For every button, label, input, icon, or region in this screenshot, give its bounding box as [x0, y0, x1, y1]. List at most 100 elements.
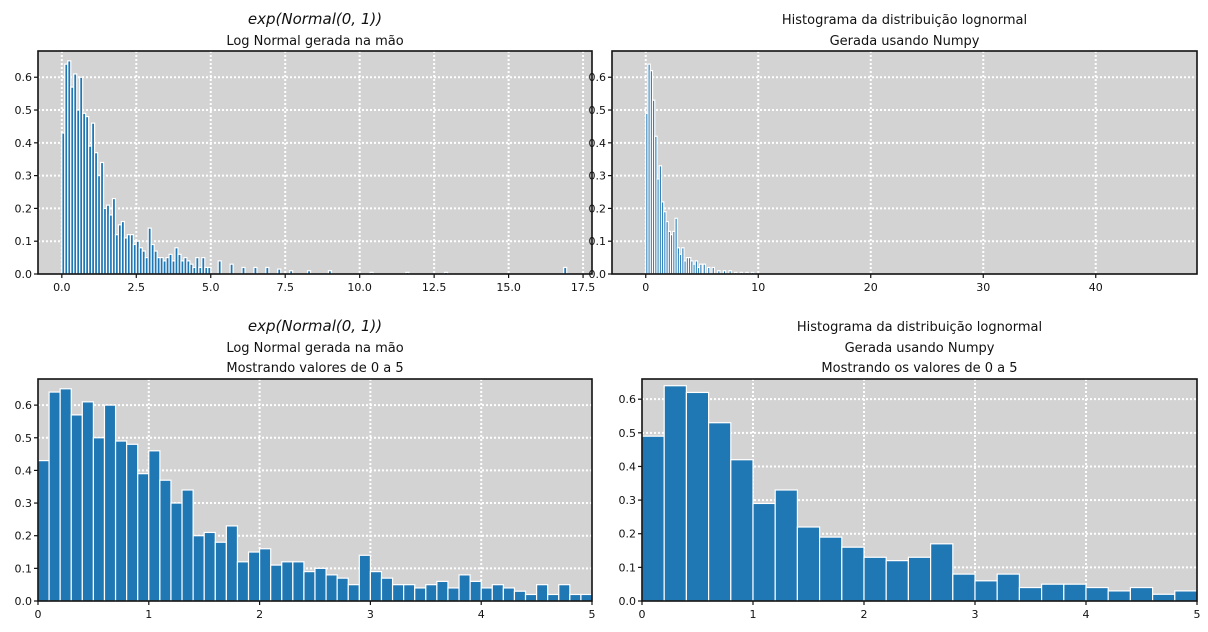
plot-area	[612, 51, 1197, 274]
bar-series	[61, 60, 568, 274]
x-tick-label: 0.0	[53, 281, 71, 294]
bar	[192, 535, 205, 601]
bar	[447, 587, 460, 601]
bar-series	[38, 388, 592, 601]
y-tick-label: 0.4	[589, 137, 607, 150]
bar	[1129, 586, 1154, 601]
x-tick-label: 12.5	[422, 281, 447, 294]
x-tick-label: 10.0	[347, 281, 372, 294]
x-tick-label: 20	[864, 281, 878, 294]
x-tick-label: 2	[256, 608, 263, 621]
y-tick-label: 0.3	[619, 494, 637, 507]
bar	[170, 502, 183, 601]
y-tick-label: 0.0	[589, 268, 607, 281]
chart-subtitle: Log Normal gerada na mão	[226, 34, 403, 49]
bar	[885, 560, 910, 601]
x-tick-label: 0	[35, 608, 42, 621]
y-tick-label: 0.1	[589, 235, 607, 248]
y-tick-label: 0.4	[619, 460, 637, 473]
y-tick-label: 0.5	[589, 104, 607, 117]
bar	[996, 573, 1021, 601]
bar	[70, 414, 83, 601]
bar	[358, 554, 372, 601]
chart-subtitle: Mostrando valores de 0 a 5	[226, 361, 403, 376]
bar	[707, 422, 732, 601]
bar	[403, 584, 416, 601]
bar	[469, 580, 482, 601]
y-tick-label: 0.2	[15, 202, 33, 215]
x-tick-label: 0	[642, 281, 649, 294]
chart-subtitle: Gerada usando Numpy	[845, 341, 995, 356]
bar	[347, 584, 360, 601]
bar	[425, 584, 438, 601]
bar	[148, 450, 161, 601]
y-tick-label: 0.6	[619, 393, 637, 406]
chart-title: exp(Normal(0, 1))	[248, 10, 382, 28]
bar	[558, 584, 571, 601]
y-tick-label: 0.1	[15, 562, 33, 575]
bar	[569, 593, 582, 601]
bar	[137, 473, 150, 601]
y-tick-label: 0.3	[589, 170, 607, 183]
bar	[752, 502, 776, 601]
bar	[253, 266, 258, 274]
axes-frame	[641, 378, 1198, 602]
x-tick-label: 2	[861, 608, 868, 621]
y-tick-label: 0.1	[15, 235, 33, 248]
bar	[391, 584, 405, 601]
bar	[159, 479, 172, 601]
y-tick-label: 0.0	[15, 268, 33, 281]
bar	[59, 388, 72, 601]
y-tick-label: 0.6	[589, 71, 607, 84]
x-tick-label: 15.0	[496, 281, 521, 294]
bar	[1063, 583, 1087, 601]
bar	[699, 263, 703, 274]
bar	[103, 404, 117, 601]
bar	[774, 489, 799, 601]
bar	[92, 437, 106, 601]
x-tick-label: 7.5	[276, 281, 294, 294]
bar	[314, 567, 327, 601]
y-tick-label: 0.6	[15, 71, 33, 84]
y-tick-label: 0.6	[15, 399, 33, 412]
chart-title: exp(Normal(0, 1))	[248, 317, 382, 335]
chart-subtitle: Mostrando os valores de 0 a 5	[821, 361, 1017, 376]
bar	[491, 584, 504, 601]
bar	[181, 489, 194, 601]
bar	[325, 574, 338, 601]
y-tick-label: 0.2	[589, 202, 607, 215]
bar	[1018, 586, 1043, 601]
bar	[730, 459, 754, 601]
bar	[513, 590, 527, 601]
bar	[929, 543, 954, 601]
y-tick-label: 0.5	[619, 427, 637, 440]
bar	[841, 546, 865, 601]
bar	[674, 217, 678, 274]
x-tick-label: 3	[367, 608, 374, 621]
x-tick-label: 2.5	[128, 281, 146, 294]
y-tick-label: 0.1	[619, 561, 637, 574]
x-tick-label: 10	[751, 281, 765, 294]
bar	[685, 391, 710, 601]
y-tick-label: 0.2	[619, 528, 637, 541]
bar	[229, 263, 234, 274]
bar	[114, 440, 128, 601]
y-tick-label: 0.4	[15, 464, 33, 477]
bar	[535, 584, 549, 601]
bar	[580, 593, 592, 601]
chart-title: Histograma da distribuição lognormal	[782, 13, 1027, 28]
chart-subtitle: Log Normal gerada na mão	[226, 341, 403, 356]
bar	[702, 263, 706, 274]
y-tick-label: 0.5	[15, 432, 33, 445]
bar	[952, 573, 976, 601]
y-tick-label: 0.5	[15, 104, 33, 117]
bar	[1174, 590, 1197, 601]
bar	[203, 531, 216, 601]
chart-subtitle: Gerada usando Numpy	[830, 34, 980, 49]
x-tick-label: 40	[1089, 281, 1103, 294]
bar	[818, 536, 843, 601]
bar	[259, 548, 272, 601]
axes-frame	[611, 50, 1198, 275]
bar-series	[642, 385, 1197, 601]
